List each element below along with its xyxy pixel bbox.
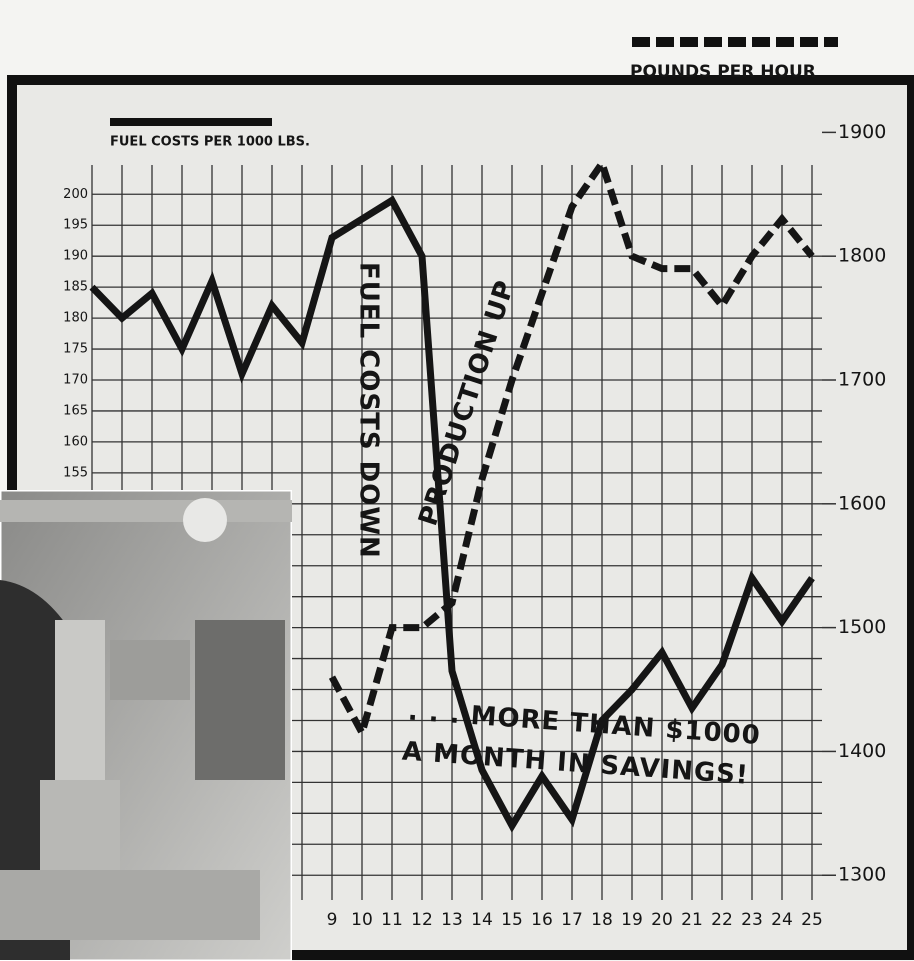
y2-tick-label: 1600 [838, 492, 886, 514]
y-tick-label: 160 [63, 434, 88, 449]
annotation: FUEL COSTS DOWN [354, 262, 384, 559]
x-tick-label: 21 [681, 910, 703, 930]
y2-tick-label: 1900 [838, 121, 886, 143]
legend-label: POUNDS PER HOUR [630, 62, 816, 82]
x-tick-label: 23 [741, 910, 763, 930]
x-tick-label: 19 [621, 910, 643, 930]
y2-tick-label: 1500 [838, 616, 886, 638]
x-tick-label: 16 [531, 910, 553, 930]
y-tick-label: 195 [63, 218, 88, 233]
y-tick-label: 180 [63, 311, 88, 326]
x-tick-label: 15 [501, 910, 523, 930]
x-tick-label: 17 [561, 910, 583, 930]
x-tick-label: 22 [711, 910, 733, 930]
x-tick-label: 14 [471, 910, 493, 930]
x-tick-label: 20 [651, 910, 673, 930]
x-tick-label: 10 [351, 910, 373, 930]
y-tick-label: 170 [63, 373, 88, 388]
legend-label: FUEL COSTS PER 1000 LBS. [110, 135, 310, 150]
x-tick-label: 13 [441, 910, 463, 930]
x-tick-label: 18 [591, 910, 613, 930]
y2-tick-label: 1300 [838, 864, 886, 886]
x-tick-label: 12 [411, 910, 433, 930]
y-tick-label: 175 [63, 342, 88, 357]
y-tick-label: 165 [63, 403, 88, 418]
y-tick-label: 155 [63, 465, 88, 480]
inset-photo [0, 490, 292, 961]
y2-tick-label: 1800 [838, 245, 886, 267]
y-tick-label: 185 [63, 280, 88, 295]
y-tick-label: 190 [63, 249, 88, 264]
y-tick-label: 200 [63, 187, 88, 202]
x-tick-label: 24 [771, 910, 793, 930]
x-tick-label: 25 [801, 910, 823, 930]
y2-tick-label: 1400 [838, 740, 886, 762]
x-tick-label: 11 [381, 910, 403, 930]
series-line [89, 195, 815, 833]
y2-tick-label: 1700 [838, 369, 886, 391]
x-tick-label: 9 [327, 910, 338, 930]
series-line [328, 155, 815, 743]
